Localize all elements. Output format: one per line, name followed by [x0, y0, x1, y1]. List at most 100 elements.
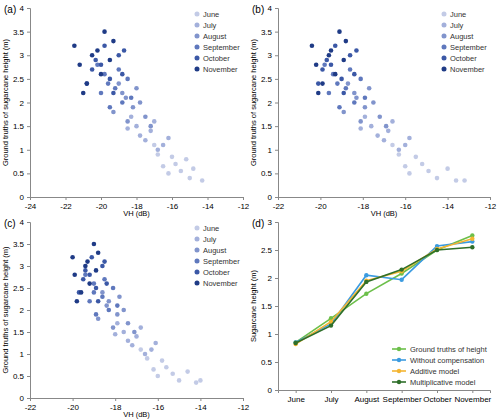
point — [125, 119, 130, 124]
y-tick-mark — [275, 8, 278, 9]
y-tick-label: 4 — [20, 4, 25, 13]
point — [156, 147, 161, 152]
y-tick-label: 3.5 — [261, 28, 273, 37]
point — [134, 334, 139, 339]
legend-marker — [442, 67, 447, 72]
y-tick: 4 — [20, 4, 30, 13]
line-marker — [293, 340, 297, 344]
point — [152, 119, 157, 124]
y-tick-label: 2 — [268, 99, 273, 108]
y-axis-line — [275, 9, 279, 198]
y-tick: 4 — [20, 218, 30, 227]
x-tick-mark — [200, 398, 201, 401]
x-tick-label: -12 — [485, 202, 497, 211]
y-tick: 1 — [20, 350, 30, 359]
point — [77, 62, 82, 67]
series-line — [296, 239, 473, 344]
legend-label: October — [203, 268, 230, 277]
y-tick: 0.5 — [261, 358, 278, 367]
point — [363, 114, 368, 119]
point — [115, 303, 120, 308]
panel-title: (d) — [252, 218, 264, 229]
x-tick: -14 — [202, 197, 214, 211]
point — [445, 166, 450, 171]
point — [407, 171, 412, 176]
point — [87, 299, 92, 304]
line-marker — [364, 280, 368, 284]
x-tick: -20 — [315, 197, 327, 211]
panel-title: (b) — [252, 4, 264, 15]
y-tick: 1.5 — [13, 122, 30, 131]
x-axis: JuneJulyAugustSeptemberOctoberNovember — [279, 390, 492, 404]
y-axis: 00.511.522.533.54 — [261, 4, 279, 202]
legend-marker — [442, 12, 447, 17]
y-tick-label: 0.5 — [13, 169, 25, 178]
x-tick-label: -22 — [60, 202, 72, 211]
point — [324, 58, 329, 63]
point — [102, 44, 107, 49]
y-tick: 0.5 — [13, 372, 30, 381]
legend-label: October — [450, 54, 477, 63]
y-axis-line — [275, 223, 279, 391]
point — [173, 162, 178, 167]
y-tick: 1 — [268, 146, 278, 155]
point — [134, 86, 139, 91]
x-tick-mark — [243, 197, 244, 200]
y-tick: 0.5 — [261, 169, 278, 178]
y-tick: 1.5 — [261, 302, 278, 311]
point — [116, 53, 121, 58]
point — [95, 48, 100, 53]
x-tick-label: September — [383, 395, 422, 404]
x-tick-mark — [66, 197, 67, 200]
point — [358, 126, 363, 131]
point — [87, 273, 92, 278]
point — [367, 86, 372, 91]
points — [310, 29, 467, 182]
x-tick-label: -16 — [400, 202, 412, 211]
point — [121, 308, 126, 313]
point — [164, 365, 169, 370]
line-marker — [293, 341, 297, 345]
y-tick: 3.5 — [261, 28, 278, 37]
point — [100, 295, 105, 300]
line-marker — [399, 277, 403, 281]
x-tick-label: -16 — [153, 403, 165, 412]
x-tick: -16 — [153, 398, 165, 412]
legend-marker — [195, 259, 200, 264]
legend-label: August — [203, 246, 227, 255]
x-tick-mark — [405, 197, 406, 200]
point — [111, 91, 116, 96]
x-tick-label: -22 — [25, 403, 37, 412]
legend: Ground truths of heightWithout compensat… — [392, 345, 488, 387]
point — [320, 67, 325, 72]
point — [314, 62, 319, 67]
legend-marker — [195, 45, 200, 50]
y-tick-mark — [27, 332, 30, 333]
x-tick-mark — [137, 197, 138, 200]
point — [85, 81, 90, 86]
x-tick-label: -12 — [238, 403, 250, 412]
legend-marker — [195, 67, 200, 72]
y-tick-mark — [27, 150, 30, 151]
point — [126, 339, 131, 344]
x-tick-label: -20 — [315, 202, 327, 211]
point — [85, 81, 90, 86]
y-tick-label: 2.5 — [261, 75, 273, 84]
x-tick-mark — [158, 398, 159, 401]
point — [72, 44, 77, 49]
x-tick-label: -18 — [110, 403, 122, 412]
y-tick-label: 0.5 — [261, 169, 273, 178]
y-tick: 2 — [268, 274, 278, 283]
point — [120, 72, 125, 77]
point — [170, 372, 175, 377]
point — [81, 91, 86, 96]
point — [166, 136, 171, 141]
x-tick-mark — [490, 197, 491, 200]
y-tick-label: 0.5 — [13, 372, 25, 381]
y-tick-mark — [27, 376, 30, 377]
x-axis-line — [31, 399, 244, 402]
y-tick-mark — [275, 278, 278, 279]
legend-marker — [442, 45, 447, 50]
point — [134, 124, 139, 129]
point — [113, 86, 118, 91]
